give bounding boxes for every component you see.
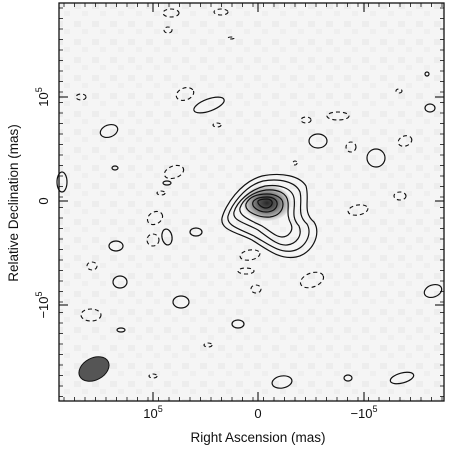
positive-contour <box>271 375 293 389</box>
negative-contour <box>213 8 229 16</box>
negative-contour <box>347 204 369 216</box>
negative-contour <box>292 160 298 166</box>
y-tick-label: −105 <box>34 291 51 318</box>
positive-contour <box>99 123 119 139</box>
positive-contour <box>424 71 430 77</box>
negative-contour <box>300 116 312 124</box>
positive-contour <box>56 171 68 193</box>
negative-contour <box>239 249 261 261</box>
negative-contour <box>203 342 213 348</box>
positive-contour <box>162 180 172 186</box>
negative-contour <box>156 190 166 196</box>
source-contour-3 <box>233 184 301 246</box>
positive-contour <box>343 374 353 382</box>
negative-contour <box>148 373 158 379</box>
negative-contour <box>80 308 102 322</box>
positive-contour <box>112 275 128 289</box>
y-tick-label: 0 <box>36 197 51 204</box>
positive-contour <box>366 148 386 168</box>
beam-shape <box>78 356 110 382</box>
negative-contour <box>299 271 325 289</box>
y-axis-label: Relative Declination (mas) <box>6 124 21 282</box>
positive-contour <box>189 227 203 237</box>
negative-contour <box>146 233 160 247</box>
negative-contour <box>397 135 413 147</box>
y-tick-labels: 105 0 −105 <box>34 87 51 318</box>
source-contour-4 <box>239 189 293 238</box>
x-tick-label: 105 <box>143 404 162 421</box>
negative-contour <box>237 267 255 275</box>
negative-contour <box>163 164 185 180</box>
negative-contour <box>393 191 407 201</box>
x-tick-label: −105 <box>350 404 377 421</box>
negative-contour <box>146 210 164 226</box>
positive-contour <box>231 319 245 329</box>
positive-contour <box>424 103 436 113</box>
positive-contour <box>161 228 173 246</box>
x-tick-label: 0 <box>254 406 261 421</box>
x-axis-label: Right Ascension (mas) <box>190 430 325 445</box>
source-contour-5 <box>245 193 284 218</box>
source-contour-1 <box>221 173 318 259</box>
negative-contour <box>250 284 262 294</box>
positive-contour <box>423 283 443 299</box>
negative-contour <box>212 122 222 128</box>
source-contour-2 <box>227 179 310 252</box>
source-contour-7 <box>257 198 273 209</box>
negative-contour <box>86 261 98 271</box>
positive-contour <box>389 371 415 385</box>
negative-contour <box>395 88 403 94</box>
positive-contour <box>111 165 119 171</box>
axis-ticks <box>59 3 444 401</box>
positive-contour <box>108 240 124 252</box>
negative-contour <box>326 111 350 121</box>
negative-contour <box>162 8 180 18</box>
negative-contour <box>163 26 173 34</box>
positive-contour <box>193 96 225 114</box>
negative-contour <box>345 141 357 153</box>
y-tick-label: 105 <box>34 87 51 106</box>
positive-contour <box>172 295 190 309</box>
positive-contour <box>308 133 328 149</box>
x-tick-labels: 105 0 −105 <box>143 404 377 421</box>
contour-group <box>56 8 443 389</box>
source-contour-6 <box>252 196 278 213</box>
source-emission <box>243 185 291 221</box>
plot-frame <box>58 2 445 402</box>
beam-ellipse <box>78 356 110 382</box>
negative-contour <box>227 36 235 40</box>
negative-contour <box>75 93 87 101</box>
negative-contour <box>175 87 195 101</box>
positive-contour <box>116 327 126 333</box>
